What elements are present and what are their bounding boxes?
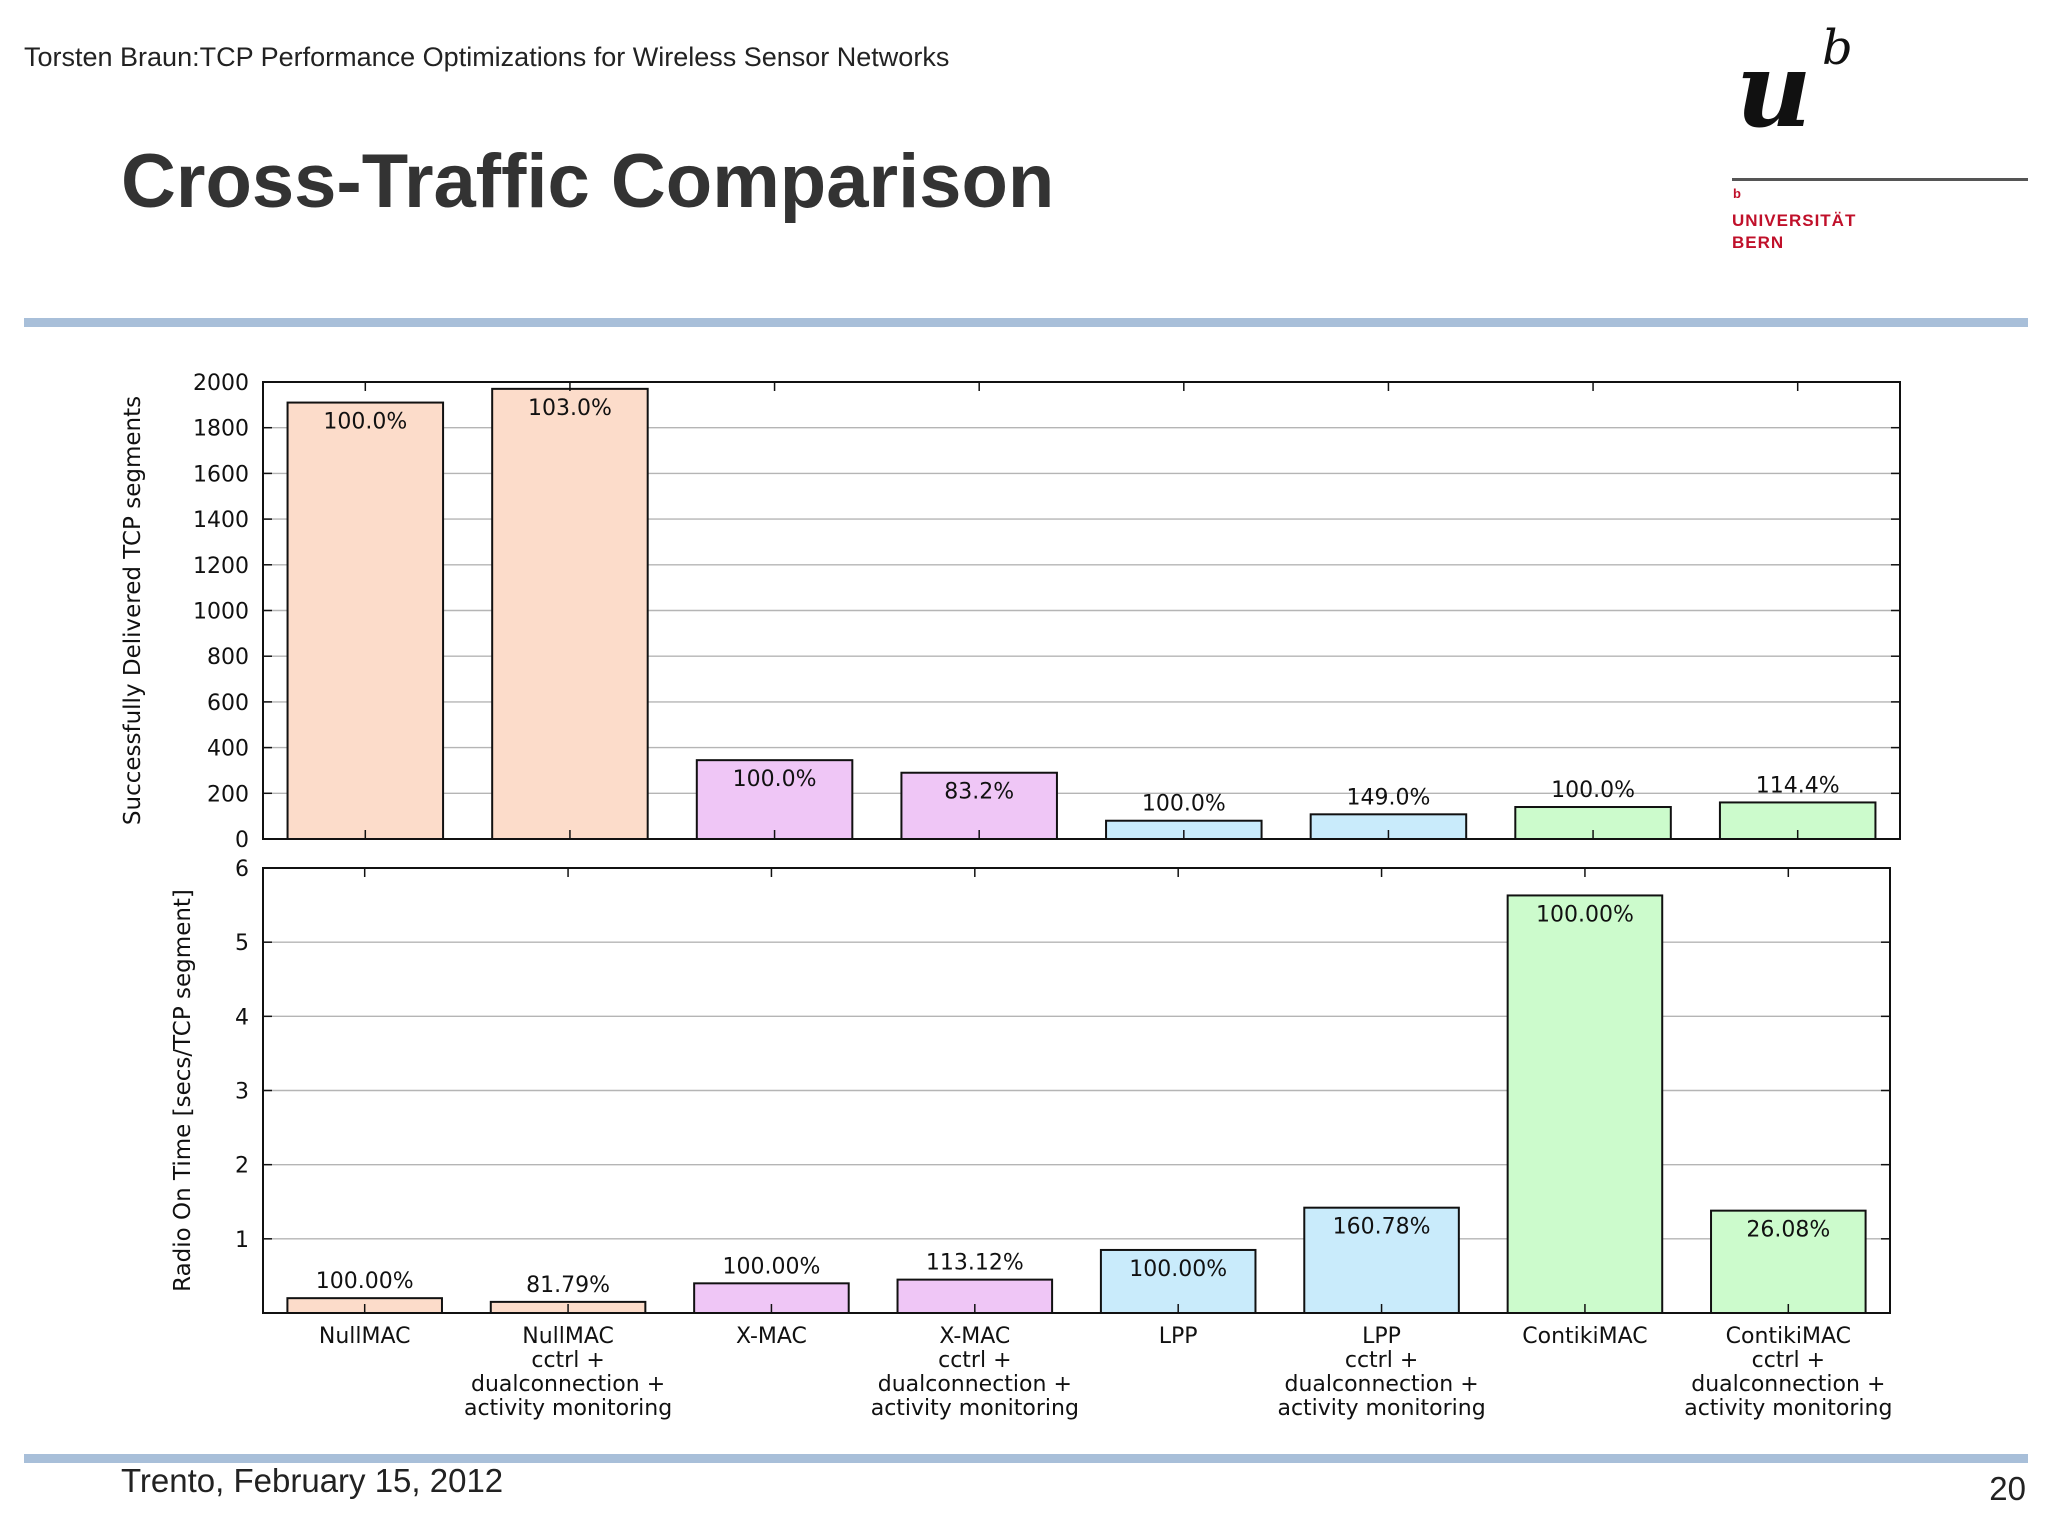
y-tick-label: 600 [207, 691, 249, 716]
bar [1710, 1209, 1867, 1315]
logo-b-glyph: b [1822, 20, 1853, 76]
bar-value-label: 160.78% [1333, 1215, 1431, 1240]
x-tick-label: X-MAC [736, 1324, 807, 1349]
bar-value-label: 149.0% [1346, 785, 1430, 810]
y-tick-label: 4 [235, 1005, 249, 1030]
bar [1303, 1206, 1460, 1315]
x-tick-label: cctrl + [531, 1348, 604, 1373]
logo-u-glyph: u [1736, 28, 1812, 151]
bar-value-label: 100.0% [323, 410, 407, 435]
bar-value-label: 100.0% [733, 767, 817, 792]
y-tick-label: 2 [235, 1154, 249, 1179]
y-tick-label: 5 [235, 931, 249, 956]
y-tick-label: 800 [207, 645, 249, 670]
y-tick-label: 400 [207, 737, 249, 762]
x-tick-label: X-MAC [939, 1324, 1010, 1349]
bar-value-label: 100.00% [316, 1269, 414, 1294]
logo-text: UNIVERSITÄT BERN [1732, 210, 1856, 254]
x-tick-label: activity monitoring [1684, 1396, 1892, 1421]
top-divider [24, 318, 2028, 327]
x-tick-label: dualconnection + [878, 1372, 1072, 1397]
running-title: Torsten Braun:TCP Performance Optimizati… [24, 42, 950, 72]
x-tick-label: cctrl + [938, 1348, 1011, 1373]
bar [1099, 1248, 1257, 1314]
bar-value-label: 81.79% [526, 1273, 610, 1298]
y-axis-label: Successfully Delivered TCP segments [120, 396, 146, 825]
y-tick-label: 200 [207, 782, 249, 807]
bottom-divider [24, 1454, 2028, 1463]
bar-value-label: 100.00% [722, 1254, 820, 1279]
footer-date: Trento, February 15, 2012 [121, 1462, 504, 1499]
x-tick-label: LPP [1159, 1324, 1198, 1349]
x-tick-label: activity monitoring [871, 1396, 1079, 1421]
x-tick-label: cctrl + [1752, 1348, 1825, 1373]
bar-value-label: 100.0% [1142, 792, 1226, 817]
plot-frame [262, 381, 1901, 840]
bar [491, 387, 649, 840]
cross-traffic-chart: 0 200 400 600 800 1000 1200 1400 1600 1800 2000 100… [120, 371, 1901, 1421]
logo-line2: BERN [1732, 233, 1785, 252]
bar-value-label: 103.0% [528, 396, 612, 421]
bar [1506, 894, 1664, 1314]
x-tick-label: NullMAC [522, 1324, 614, 1349]
x-tick-label: cctrl + [1345, 1348, 1418, 1373]
x-tick-label: activity monitoring [1277, 1396, 1485, 1421]
bar [695, 759, 854, 841]
y-tick-label: 2000 [193, 371, 249, 396]
x-tick-label: dualconnection + [471, 1372, 665, 1397]
y-tick-label: 1 [235, 1228, 249, 1253]
page-number: 20 [1989, 1470, 2026, 1507]
logo-divider [1732, 178, 2028, 181]
bar-value-label: 100.00% [1129, 1257, 1227, 1282]
bar-value-label: 113.12% [926, 1251, 1024, 1276]
y-tick-label: 1200 [193, 554, 249, 579]
logo-small-b: b [1733, 186, 1741, 201]
x-tick-label: ContikiMAC [1522, 1324, 1647, 1349]
y-tick-label: 1600 [193, 462, 249, 487]
university-logo: u b b UNIVERSITÄT BERN [1726, 20, 2028, 260]
x-tick-label: activity monitoring [464, 1396, 672, 1421]
bar-value-label: 114.4% [1756, 773, 1840, 798]
y-tick-label: 0 [235, 828, 249, 853]
y-tick-label: 3 [235, 1080, 249, 1105]
slide-title: Cross-Traffic Comparison [121, 139, 1055, 224]
bar [286, 401, 445, 840]
bar [900, 771, 1058, 840]
y-tick-label: 1400 [193, 508, 249, 533]
x-tick-label: dualconnection + [1284, 1372, 1478, 1397]
y-axis-label: Radio On Time [secs/TCP segment] [170, 889, 196, 1292]
bar-value-label: 26.08% [1746, 1218, 1830, 1243]
x-tick-label: ContikiMAC [1726, 1324, 1851, 1349]
x-tick-label: LPP [1362, 1324, 1401, 1349]
bar-value-label: 100.00% [1536, 902, 1634, 927]
plot-frame [262, 867, 1891, 1314]
x-tick-label: dualconnection + [1691, 1372, 1885, 1397]
x-tick-label: NullMAC [319, 1324, 411, 1349]
logo-line1: UNIVERSITÄT [1732, 211, 1857, 230]
bar-value-label: 100.0% [1551, 778, 1635, 803]
y-tick-label: 6 [235, 857, 249, 882]
y-tick-label: 1800 [193, 417, 249, 442]
y-tick-label: 1000 [193, 600, 249, 625]
bar-value-label: 83.2% [944, 780, 1014, 805]
